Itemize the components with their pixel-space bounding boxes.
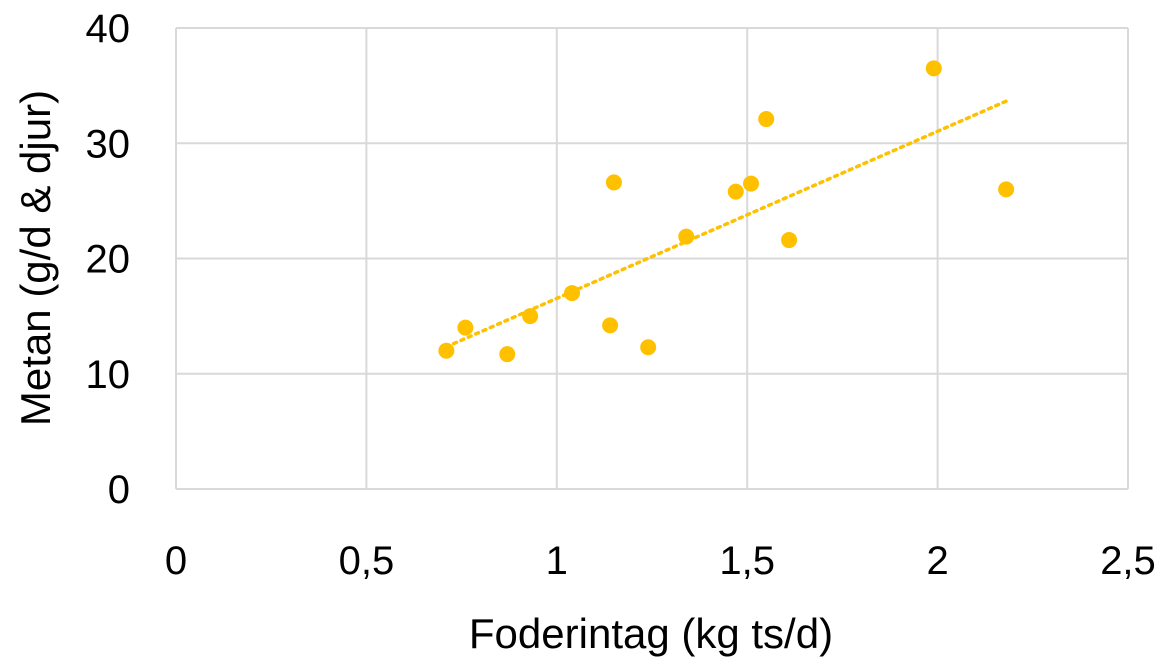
y-tick-label: 20 <box>86 238 131 282</box>
x-axis-title: Foderintag (kg ts/d) <box>469 610 833 657</box>
data-point <box>640 339 657 356</box>
data-point <box>678 228 695 245</box>
y-tick-label: 40 <box>86 7 131 51</box>
data-points <box>438 60 1015 363</box>
x-tick-label: 1,5 <box>719 539 775 583</box>
trendline-layer <box>444 99 1008 349</box>
data-point <box>457 319 474 336</box>
data-point <box>564 285 581 302</box>
y-tick-label: 30 <box>86 122 131 166</box>
data-point <box>727 183 744 200</box>
y-axis-title: Metan (g/d & djur) <box>12 90 59 426</box>
data-point <box>758 111 775 128</box>
x-tick-label: 2 <box>926 539 948 583</box>
y-tick-label: 0 <box>108 468 130 512</box>
x-tick-label: 2,5 <box>1100 539 1156 583</box>
trendline <box>444 99 1008 349</box>
data-point <box>998 181 1015 198</box>
y-tick-label: 10 <box>86 353 131 397</box>
data-point <box>605 174 622 191</box>
data-point <box>781 232 798 249</box>
x-tick-label: 0 <box>165 539 187 583</box>
data-point <box>602 317 619 334</box>
grid <box>175 27 1129 490</box>
x-tick-label: 0,5 <box>339 539 395 583</box>
x-tick-label: 1 <box>546 539 568 583</box>
data-point <box>925 60 942 77</box>
data-point <box>522 308 539 325</box>
data-point <box>499 346 516 363</box>
data-point <box>743 175 760 192</box>
data-point <box>438 342 455 359</box>
tick-labels: 0 0,5 1 1,5 2 2,5 0 10 20 30 40 <box>86 7 1156 583</box>
